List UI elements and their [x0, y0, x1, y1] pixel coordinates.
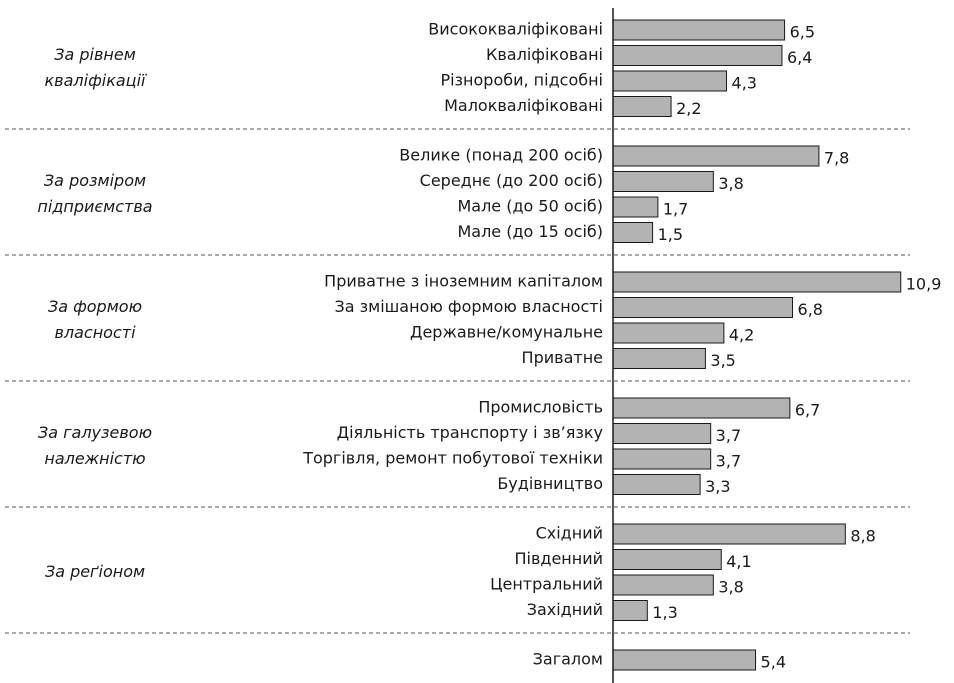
- group-label: За формою: [48, 297, 142, 316]
- bar: [612, 448, 712, 470]
- bar: [612, 96, 672, 117]
- category-label: Мале (до 50 осіб): [457, 197, 603, 216]
- category-label: Промисловість: [478, 398, 603, 417]
- bar: [612, 474, 701, 495]
- group-label: За галузевою: [38, 423, 152, 442]
- value-label: 6,4: [787, 48, 812, 67]
- value-label: 3,5: [710, 351, 735, 370]
- value-label: 4,3: [732, 74, 757, 93]
- bar: [612, 423, 712, 444]
- value-label: 5,4: [761, 653, 786, 672]
- bar: [612, 348, 706, 369]
- bar: [612, 523, 846, 545]
- category-label: Малокваліфіковані: [444, 96, 603, 115]
- category-label: Приватне: [522, 348, 603, 367]
- category-label: Державне/комунальне: [410, 323, 603, 342]
- value-label: 1,5: [658, 225, 683, 244]
- bar: [612, 196, 659, 218]
- bar: [612, 574, 714, 596]
- category-label: Торгівля, ремонт побутової техніки: [302, 449, 603, 468]
- bar: [612, 549, 722, 570]
- group-label: За розміром: [44, 171, 146, 190]
- bar: [612, 397, 791, 419]
- bar: [612, 649, 757, 671]
- value-label: 2,2: [676, 99, 701, 118]
- value-label: 3,8: [718, 578, 743, 597]
- category-label: Східний: [536, 524, 603, 543]
- category-label: Приватне з іноземним капіталом: [324, 272, 603, 291]
- category-label: Будівництво: [497, 474, 603, 493]
- bar: [612, 271, 902, 293]
- category-label: Загалом: [533, 650, 603, 669]
- value-label: 1,3: [652, 603, 677, 622]
- category-label: Західний: [527, 600, 603, 619]
- category-label: Мале (до 15 осіб): [457, 222, 603, 241]
- value-label: 4,2: [729, 326, 754, 345]
- group-label: За рівнем: [54, 45, 136, 64]
- value-label: 1,7: [663, 200, 688, 219]
- category-label: Південний: [514, 549, 603, 568]
- group-label: За реґіоном: [45, 562, 145, 581]
- category-label: Висококваліфіковані: [428, 20, 603, 39]
- bar: [612, 222, 654, 243]
- value-label: 6,8: [798, 300, 823, 319]
- bar: [612, 45, 783, 66]
- bar: [612, 70, 728, 92]
- group-label: кваліфікації: [45, 71, 149, 90]
- bar: [612, 145, 820, 167]
- bar: [612, 297, 794, 318]
- category-label: Велике (понад 200 осіб): [399, 146, 603, 165]
- value-label: 3,3: [705, 477, 730, 496]
- group-label: підприємства: [37, 197, 152, 216]
- category-label: Діяльність транспорту і зв’язку: [337, 423, 603, 442]
- value-label: 7,8: [824, 149, 849, 168]
- value-label: 8,8: [850, 527, 875, 546]
- value-label: 3,7: [716, 452, 741, 471]
- category-label: За змішаною формою власності: [334, 297, 603, 316]
- value-label: 3,8: [718, 174, 743, 193]
- bar: [612, 19, 786, 41]
- value-label: 10,9: [906, 275, 942, 294]
- bar: [612, 600, 648, 621]
- value-label: 4,1: [726, 552, 751, 571]
- value-label: 3,7: [716, 426, 741, 445]
- category-label: Центральний: [490, 575, 603, 594]
- category-label: Різнороби, підсобні: [440, 71, 603, 90]
- group-label: належністю: [44, 449, 145, 468]
- group-label: власності: [54, 323, 136, 342]
- bar: [612, 322, 725, 344]
- bar: [612, 171, 714, 192]
- value-label: 6,7: [795, 401, 820, 420]
- category-label: Середнє (до 200 осіб): [420, 171, 603, 190]
- category-label: Кваліфіковані: [486, 45, 603, 64]
- value-label: 6,5: [790, 23, 815, 42]
